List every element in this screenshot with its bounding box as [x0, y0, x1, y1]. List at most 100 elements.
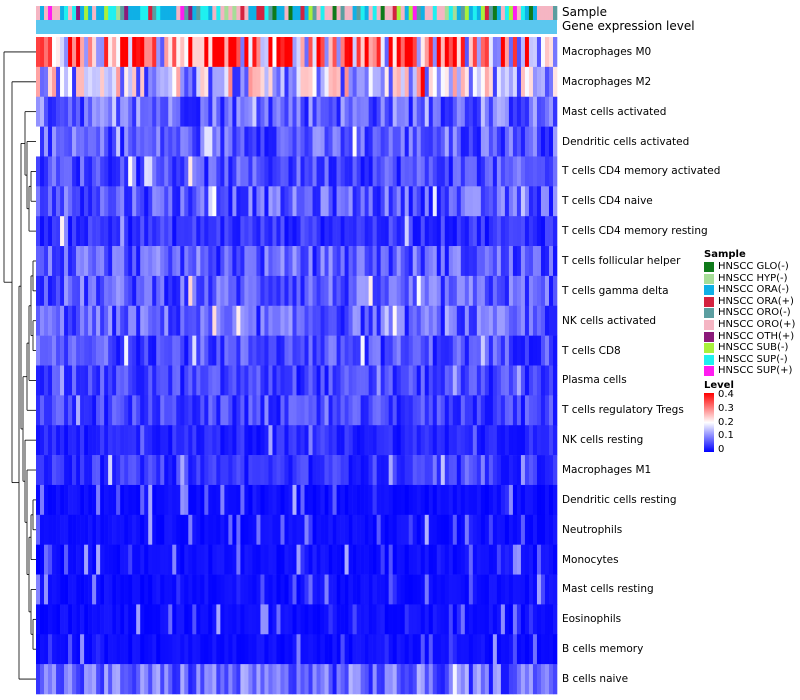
heatmap-cell [68, 604, 73, 635]
heatmap-cell [440, 305, 446, 336]
heatmap-cell [284, 365, 289, 396]
heatmap-cell [56, 66, 61, 98]
heatmap-cell [400, 514, 406, 545]
heatmap-cell [392, 335, 397, 366]
row-label: Macrophages M0 [562, 45, 652, 58]
heatmap-cell [248, 544, 253, 575]
sample-cell [276, 6, 281, 20]
heatmap-cell [124, 186, 129, 217]
heatmap-cell [192, 664, 197, 695]
sample-cell [240, 6, 245, 20]
heatmap-cell [196, 246, 201, 277]
heatmap-cell [216, 514, 221, 545]
heatmap-cell [488, 544, 494, 575]
heatmap-cell [308, 574, 313, 605]
heatmap-cell [72, 664, 77, 695]
heatmap-cell [132, 156, 137, 187]
heatmap-cell [272, 246, 277, 277]
heatmap-cell [420, 395, 426, 426]
heatmap-cell [172, 395, 177, 426]
heatmap-cell [464, 156, 470, 187]
heatmap-cell [268, 246, 273, 277]
heatmap-cell [396, 246, 401, 277]
heatmap-cell [132, 544, 137, 575]
heatmap-cell [524, 186, 530, 217]
heatmap-cell [404, 455, 410, 486]
heatmap-cell [264, 604, 269, 635]
heatmap-cell [64, 544, 69, 575]
heatmap-cell [392, 574, 397, 605]
heatmap-cell [56, 37, 61, 68]
heatmap-cell [172, 246, 177, 277]
sample-cell [72, 6, 77, 20]
heatmap-cell [64, 156, 69, 187]
heatmap-cell [248, 275, 253, 307]
heatmap-cell [456, 365, 462, 396]
heatmap-cell [68, 96, 73, 127]
heatmap-cell [164, 484, 169, 516]
sample-legend-swatch [704, 319, 714, 330]
heatmap-cell [120, 305, 125, 336]
sample-cell [484, 6, 490, 20]
heatmap-cell [164, 365, 169, 396]
heatmap-cell [476, 544, 482, 575]
heatmap-cell [520, 484, 526, 516]
heatmap-cell [40, 574, 45, 605]
heatmap-cell [52, 455, 57, 486]
heatmap-cell [224, 216, 229, 247]
heatmap-cell [236, 96, 241, 127]
heatmap-cell [188, 156, 193, 187]
heatmap-cell [72, 156, 77, 187]
heatmap-cell [108, 156, 113, 187]
heatmap-cell [124, 544, 129, 575]
heatmap-cell [192, 66, 197, 98]
heatmap-cell [200, 275, 205, 307]
heatmap-cell [416, 156, 422, 187]
heatmap-cell [160, 544, 165, 575]
heatmap-cell [92, 425, 97, 456]
heatmap-cell [132, 455, 137, 486]
heatmap-cell [128, 484, 133, 516]
heatmap-cell [352, 544, 357, 575]
heatmap-cell [204, 186, 209, 217]
heatmap-cell [108, 604, 113, 635]
heatmap-cell [140, 514, 145, 545]
heatmap-cell [184, 664, 189, 695]
heatmap-cell [136, 455, 141, 486]
heatmap-cell [212, 365, 217, 396]
heatmap-cell [484, 66, 490, 98]
heatmap-cell [76, 455, 81, 486]
heatmap-cell [276, 37, 281, 68]
heatmap-cell [424, 216, 430, 247]
heatmap-cell [464, 544, 470, 575]
heatmap-cell [304, 604, 309, 635]
heatmap-cell [372, 156, 377, 187]
heatmap-cell [440, 96, 446, 127]
heatmap-cell [52, 514, 57, 545]
heatmap-cell [284, 544, 289, 575]
sample-cell [492, 6, 498, 20]
heatmap-cell [84, 664, 89, 695]
heatmap-cell [316, 574, 321, 605]
heatmap-cell [120, 455, 125, 486]
heatmap-cell [532, 514, 538, 545]
heatmap-cell [340, 514, 345, 545]
heatmap-cell [428, 514, 434, 545]
heatmap-cell [72, 604, 77, 635]
heatmap-cell [412, 37, 418, 68]
heatmap-cell [44, 425, 49, 456]
heatmap-cell [64, 37, 69, 68]
heatmap-cell [460, 544, 466, 575]
heatmap-cell [144, 365, 149, 396]
heatmap-cell [484, 365, 490, 396]
heatmap-cell [300, 156, 305, 187]
heatmap-cell [528, 425, 534, 456]
heatmap-cell [244, 425, 249, 456]
heatmap-cell [224, 604, 229, 635]
heatmap-cell [432, 335, 438, 366]
heatmap-cell [80, 365, 85, 396]
heatmap-cell [36, 395, 41, 426]
heatmap-cell [544, 455, 550, 486]
heatmap-cell [128, 275, 133, 307]
heatmap-cell [276, 126, 281, 157]
